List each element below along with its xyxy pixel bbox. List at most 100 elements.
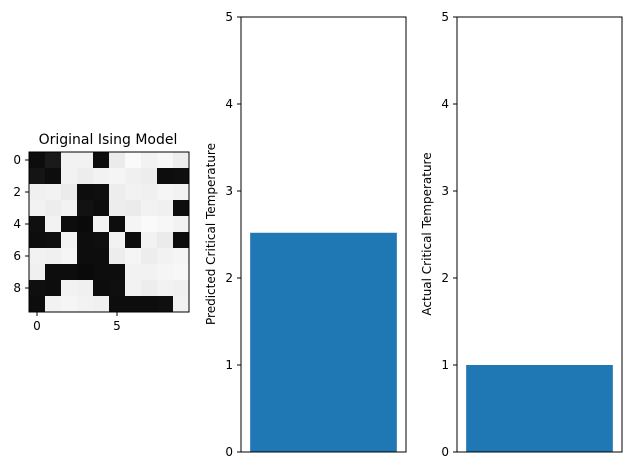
heatmap-cell	[141, 296, 158, 313]
heatmap-cell	[109, 280, 126, 297]
predicted-axes-frame	[240, 16, 407, 453]
heatmap-cell	[173, 296, 190, 313]
actual-y-tick-label: 4	[441, 97, 449, 111]
heatmap-cell	[125, 296, 142, 313]
heatmap-cell	[173, 280, 190, 297]
heatmap-cell	[157, 264, 174, 281]
actual-axes-frame	[456, 16, 623, 453]
heatmap-cell	[109, 264, 126, 281]
heatmap-cell	[125, 184, 142, 201]
heatmap-cell	[61, 216, 78, 233]
heatmap-cell	[157, 232, 174, 249]
heatmap-cell	[141, 216, 158, 233]
heatmap-cell	[29, 280, 46, 297]
heatmap-cell	[61, 232, 78, 249]
heatmap-cell	[93, 264, 110, 281]
heatmap-cell	[61, 184, 78, 201]
heatmap-cell	[173, 264, 190, 281]
predicted-y-tick-label: 4	[225, 97, 233, 111]
actual-y-tick-label: 2	[441, 271, 449, 285]
heatmap-cell	[157, 168, 174, 185]
predicted-y-tick-label: 0	[225, 445, 233, 459]
heatmap-cell	[45, 152, 62, 169]
heatmap-cell	[109, 168, 126, 185]
heatmap-cell	[29, 248, 46, 265]
heatmap-cell	[29, 216, 46, 233]
heatmap-cell	[141, 280, 158, 297]
heatmap-cell	[157, 200, 174, 217]
heatmap-cell	[29, 152, 46, 169]
heatmap-cell	[61, 296, 78, 313]
heatmap-cell	[93, 216, 110, 233]
heatmap-cell	[93, 296, 110, 313]
heatmap-cell	[173, 248, 190, 265]
heatmap-cell	[61, 152, 78, 169]
heatmap-cell	[93, 248, 110, 265]
heatmap-cell	[157, 184, 174, 201]
heatmap-cell	[125, 232, 142, 249]
actual-y-tick-label: 0	[441, 445, 449, 459]
heatmap-cell	[29, 232, 46, 249]
heatmap-cell	[77, 264, 94, 281]
heatmap-cell	[125, 168, 142, 185]
heatmap-y-tick-label: 0	[13, 153, 21, 167]
heatmap-cell	[77, 168, 94, 185]
heatmap-cell	[157, 296, 174, 313]
heatmap-cell	[77, 248, 94, 265]
actual-y-ticks: 0 1 2 3 4 5	[441, 10, 457, 459]
heatmap-cell	[77, 280, 94, 297]
heatmap-cell	[93, 168, 110, 185]
actual-y-tick-label: 3	[441, 184, 449, 198]
heatmap-cell	[125, 216, 142, 233]
heatmap-cell	[61, 200, 78, 217]
actual-y-tick-label: 1	[441, 358, 449, 372]
actual-y-axis-label: Actual Critical Temperature	[420, 152, 434, 315]
heatmap-cell	[173, 184, 190, 201]
heatmap-cell	[109, 184, 126, 201]
heatmap-cell	[93, 200, 110, 217]
heatmap-cell	[109, 216, 126, 233]
heatmap-cell	[157, 216, 174, 233]
heatmap-cell	[29, 200, 46, 217]
heatmap-cell	[45, 184, 62, 201]
predicted-y-axis-label: Predicted Critical Temperature	[204, 143, 218, 325]
predicted-bar	[250, 232, 397, 452]
heatmap-cells	[29, 152, 190, 313]
heatmap-cell	[29, 264, 46, 281]
heatmap-cell	[93, 280, 110, 297]
heatmap-cell	[61, 168, 78, 185]
heatmap-cell	[109, 296, 126, 313]
heatmap-cell	[77, 200, 94, 217]
heatmap-cell	[141, 200, 158, 217]
heatmap-cell	[109, 232, 126, 249]
heatmap-cell	[77, 184, 94, 201]
predicted-y-tick-label: 3	[225, 184, 233, 198]
heatmap-cell	[173, 168, 190, 185]
predicted-y-tick-label: 2	[225, 271, 233, 285]
heatmap-cell	[93, 184, 110, 201]
heatmap-cell	[173, 200, 190, 217]
heatmap-cell	[77, 232, 94, 249]
actual-bar	[466, 365, 613, 452]
predicted-y-tick-label: 5	[225, 10, 233, 24]
heatmap-x-tick-label: 5	[113, 319, 121, 333]
actual-bar-panel: 0 1 2 3 4 5 Actual Critical Temperature	[420, 10, 623, 459]
heatmap-cell	[141, 152, 158, 169]
predicted-bar-layer	[250, 232, 397, 452]
heatmap-cell	[61, 248, 78, 265]
predicted-y-ticks: 0 1 2 3 4 5	[225, 10, 241, 459]
heatmap-cell	[109, 248, 126, 265]
heatmap-cell	[45, 248, 62, 265]
heatmap-cell	[45, 280, 62, 297]
heatmap-x-tick-label: 0	[33, 319, 41, 333]
heatmap-cell	[157, 152, 174, 169]
heatmap-cell	[29, 168, 46, 185]
heatmap-cell	[29, 296, 46, 313]
heatmap-cell	[77, 296, 94, 313]
heatmap-cell	[45, 264, 62, 281]
heatmap-ticks: 0 5 0 2 4 6 8	[13, 153, 120, 333]
heatmap-frame	[28, 151, 190, 313]
heatmap-cell	[157, 280, 174, 297]
heatmap-cell	[61, 264, 78, 281]
